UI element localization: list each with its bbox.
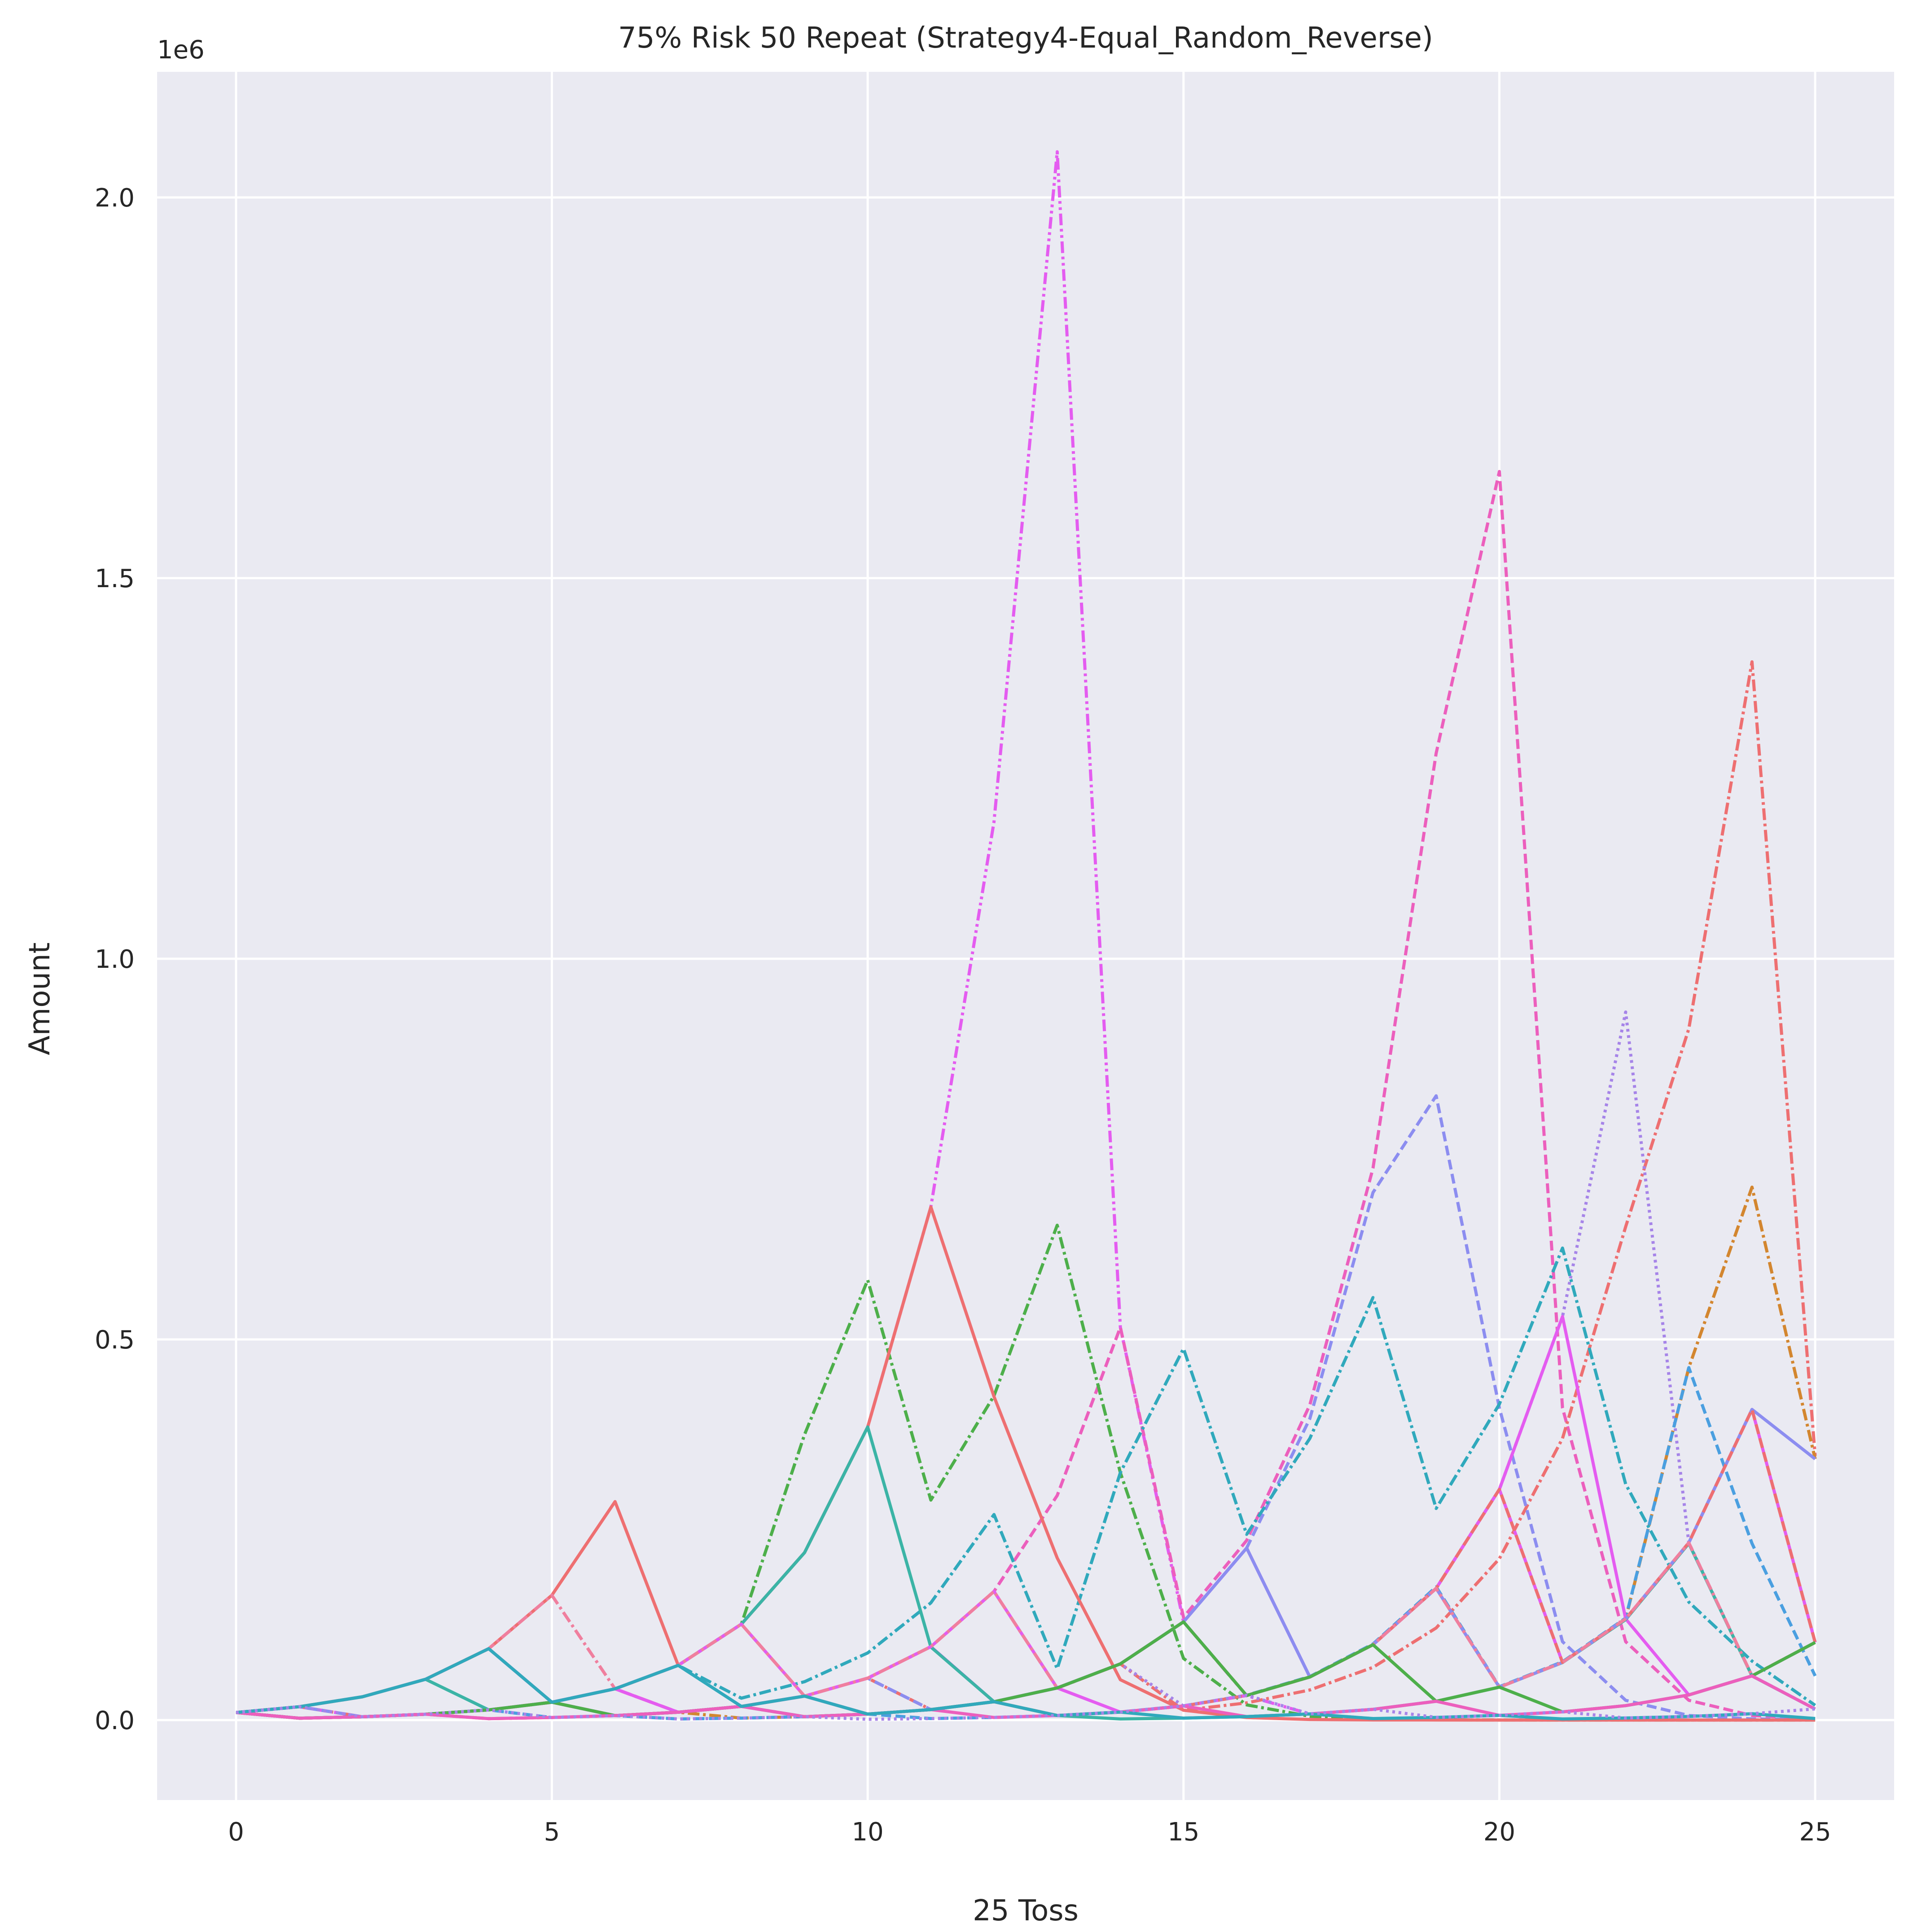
y-tick-label: 2.0 [95, 184, 135, 213]
y-tick-label: 0.0 [95, 1706, 135, 1735]
x-tick-label: 0 [228, 1818, 244, 1847]
y-tick-labels: 0.0 0.5 1.0 1.5 2.0 [95, 184, 135, 1735]
series-line [236, 1647, 1816, 1721]
x-tick-label: 20 [1483, 1818, 1515, 1847]
chart-title: 75% Risk 50 Repeat (Strategy4-Equal_Rand… [618, 22, 1433, 55]
series-line [236, 1620, 1816, 1720]
series-line [236, 1205, 1816, 1722]
x-tick-label: 25 [1799, 1818, 1831, 1847]
x-tick-label: 5 [544, 1818, 560, 1847]
x-tick-labels: 0 5 10 15 20 25 [228, 1818, 1831, 1847]
grid [157, 72, 1894, 1800]
y-tick-label: 1.0 [95, 945, 135, 974]
x-tick-label: 15 [1167, 1818, 1199, 1847]
series-line [236, 1674, 1816, 1721]
series-line [236, 1694, 1816, 1721]
series-line [236, 1541, 1816, 1714]
y-offset-label: 1e6 [157, 35, 205, 65]
x-tick-label: 10 [852, 1818, 884, 1847]
y-axis-label: Amount [23, 942, 57, 1055]
y-tick-label: 1.5 [95, 564, 135, 593]
series-layer [236, 150, 1817, 1722]
x-axis-label: 25 Toss [973, 1894, 1079, 1928]
y-tick-label: 0.5 [95, 1326, 135, 1355]
